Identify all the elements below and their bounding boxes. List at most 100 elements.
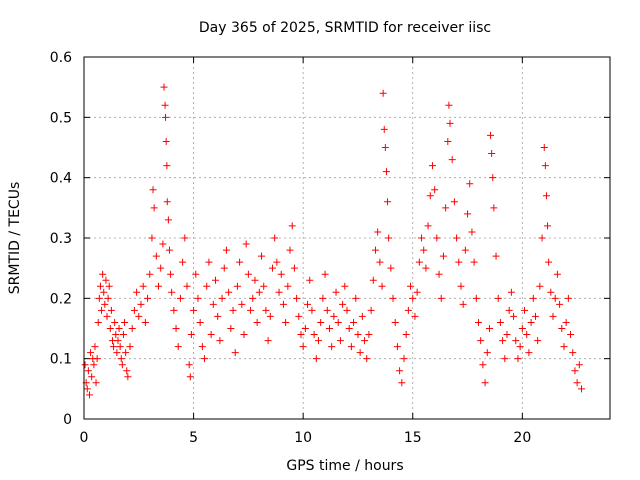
data-point <box>176 294 184 302</box>
data-point <box>165 246 173 254</box>
data-point <box>253 318 261 326</box>
data-point <box>496 318 504 326</box>
data-point <box>381 144 389 151</box>
data-point <box>485 325 493 332</box>
data-point <box>479 361 487 369</box>
data-point <box>553 270 561 278</box>
data-point <box>525 349 533 357</box>
data-point <box>295 312 303 320</box>
data-point <box>541 162 549 170</box>
data-point <box>547 288 555 296</box>
data-point <box>216 337 224 345</box>
data-point <box>242 240 250 248</box>
data-point <box>501 355 509 363</box>
data-point <box>81 361 89 369</box>
data-point <box>238 300 246 308</box>
data-point <box>121 318 129 326</box>
data-point <box>141 318 149 326</box>
data-point <box>122 349 130 357</box>
data-point <box>556 300 564 308</box>
data-point <box>135 312 143 320</box>
data-point <box>126 343 134 351</box>
data-point <box>341 282 349 290</box>
data-point <box>387 264 395 272</box>
data-point <box>363 355 371 363</box>
data-point <box>312 355 320 363</box>
data-point <box>229 306 237 314</box>
data-point <box>531 312 539 320</box>
y-tick-label: 0.1 <box>50 352 72 368</box>
data-points <box>81 83 586 399</box>
data-point <box>262 306 270 314</box>
data-point <box>470 258 478 266</box>
data-point <box>354 331 362 339</box>
data-point <box>174 343 182 351</box>
data-point <box>170 306 178 314</box>
data-point <box>111 318 119 326</box>
data-point <box>106 325 114 332</box>
data-point <box>315 337 323 345</box>
data-point <box>481 379 489 387</box>
data-point <box>426 192 434 200</box>
data-point <box>444 137 452 145</box>
data-point <box>578 385 586 393</box>
data-point <box>516 343 524 351</box>
data-point <box>203 282 211 290</box>
data-point <box>266 312 274 320</box>
data-point <box>290 264 298 272</box>
data-point <box>461 246 469 254</box>
data-point <box>499 337 507 345</box>
data-point <box>271 234 279 242</box>
data-point <box>483 349 491 357</box>
data-point <box>190 306 198 314</box>
data-point <box>304 300 312 308</box>
data-point <box>247 306 255 314</box>
data-point <box>573 379 581 387</box>
data-point <box>512 337 520 345</box>
plot-frame <box>83 56 611 420</box>
data-point <box>163 198 171 206</box>
data-point <box>102 276 110 284</box>
data-point <box>149 186 157 194</box>
data-point <box>161 101 169 109</box>
data-point <box>457 282 465 290</box>
data-point <box>218 294 226 302</box>
data-point <box>118 361 126 369</box>
data-point <box>87 349 95 357</box>
data-point <box>549 312 557 320</box>
data-point <box>286 246 294 254</box>
data-point <box>110 343 118 351</box>
data-point <box>137 300 145 308</box>
data-point <box>418 234 426 242</box>
data-point <box>164 216 172 224</box>
data-point <box>183 282 191 290</box>
data-point <box>94 318 102 326</box>
data-point <box>494 294 502 302</box>
data-point <box>453 234 461 242</box>
data-point <box>112 331 120 339</box>
data-point <box>317 318 325 326</box>
data-point <box>123 367 131 375</box>
data-point <box>117 355 125 363</box>
data-point <box>347 343 355 351</box>
y-tick-label: 0.6 <box>50 50 72 66</box>
data-point <box>268 264 276 272</box>
data-point <box>545 258 553 266</box>
data-point <box>466 180 474 188</box>
data-point <box>103 312 111 320</box>
data-point <box>459 300 467 308</box>
data-point <box>201 355 209 363</box>
data-point <box>95 294 103 302</box>
data-point <box>367 306 375 314</box>
data-point <box>308 306 316 314</box>
data-point <box>192 270 200 278</box>
data-point <box>113 349 121 357</box>
data-point <box>442 204 450 212</box>
x-tick-label: 5 <box>189 430 198 446</box>
y-tick-label: 0.4 <box>50 171 72 187</box>
data-point <box>521 306 529 314</box>
data-point <box>356 349 364 357</box>
y-axis-label: SRMTID / TECUs <box>7 182 23 295</box>
data-point <box>277 270 285 278</box>
data-point <box>534 337 542 345</box>
